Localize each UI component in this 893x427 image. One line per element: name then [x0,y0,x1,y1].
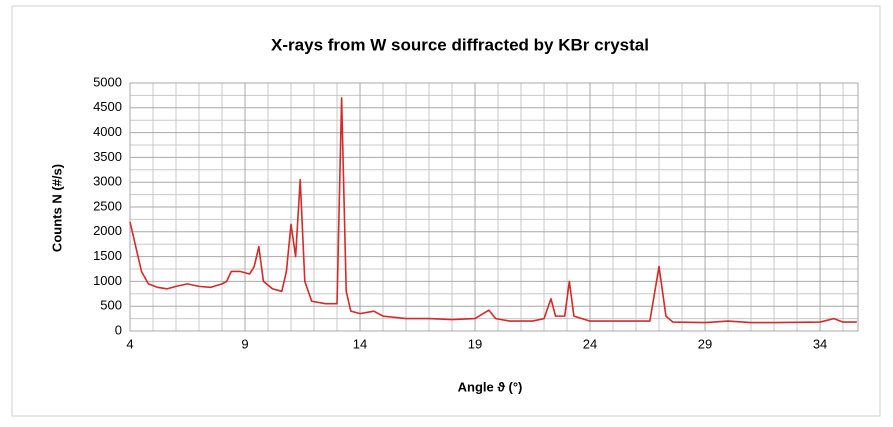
y-tick-label: 2000 [93,223,122,238]
plot-frame [129,82,859,332]
x-tick-label: 29 [698,336,712,351]
x-axis-label: Angle ϑ (°) [458,379,523,394]
y-tick-label: 3500 [93,149,122,164]
y-tick-label: 2500 [93,198,122,213]
x-tick-label: 19 [468,336,482,351]
y-tick-label: 5000 [93,74,122,89]
x-tick-label: 9 [241,336,248,351]
y-tick-label: 4000 [93,124,122,139]
y-tick-label: 500 [100,298,122,313]
x-tick-label: 4 [126,336,133,351]
y-tick-label: 0 [115,322,122,337]
chart-frame [11,5,881,417]
y-tick-label: 1500 [93,248,122,263]
chart-title: X-rays from W source diffracted by KBr c… [271,35,649,54]
x-tick-label: 24 [583,336,597,351]
y-axis-label: Counts N (#/s) [49,164,64,252]
x-tick-label: 14 [353,336,367,351]
y-tick-label: 1000 [93,273,122,288]
y-tick-label: 4500 [93,99,122,114]
data-line [129,97,857,324]
y-tick-label: 3000 [93,174,122,189]
x-tick-label: 34 [813,336,827,351]
